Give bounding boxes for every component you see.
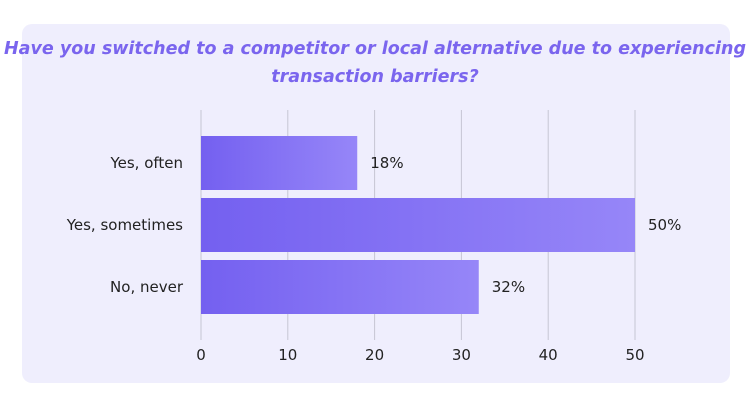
category-label: Yes, sometimes [66, 216, 183, 234]
data-label: 32% [492, 278, 525, 296]
bar [201, 136, 358, 190]
x-tick-label: 40 [539, 346, 558, 364]
bars [201, 136, 635, 314]
x-tick-label: 10 [278, 346, 297, 364]
data-label: 18% [370, 154, 403, 172]
x-tick-label: 30 [452, 346, 471, 364]
bar [201, 260, 479, 314]
x-tick-label: 20 [365, 346, 384, 364]
chart-title: Have you switched to a competitor or loc… [4, 39, 746, 87]
category-label: No, never [110, 278, 184, 296]
data-label: 50% [648, 216, 681, 234]
x-tick-label: 0 [196, 346, 206, 364]
x-tick-label: 50 [625, 346, 644, 364]
category-label: Yes, often [109, 154, 183, 172]
labels: 0 10 20 30 40 50 Yes, often 18% Yes, sometimes 50… [66, 154, 682, 364]
bar [201, 198, 635, 252]
